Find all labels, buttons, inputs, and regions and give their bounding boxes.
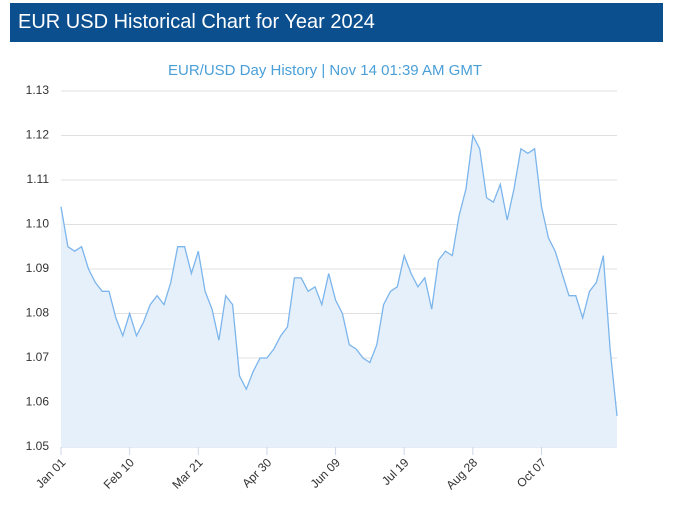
- chart-subtitle: EUR/USD Day History | Nov 14 01:39 AM GM…: [168, 62, 482, 79]
- area-fill: [61, 135, 617, 447]
- x-tick-label: Aug 28: [443, 455, 480, 492]
- y-tick-label: 1.05: [26, 439, 50, 453]
- x-tick-label: Apr 30: [239, 455, 274, 490]
- y-tick-label: 1.11: [27, 172, 50, 186]
- y-tick-label: 1.06: [26, 395, 50, 409]
- x-tick-label: Jan 01: [33, 455, 69, 491]
- y-tick-label: 1.09: [26, 261, 50, 275]
- line: [60, 133, 618, 416]
- y-tick-label: 1.13: [26, 83, 50, 97]
- page-title: EUR USD Historical Chart for Year 2024: [18, 11, 375, 33]
- title-bar: EUR USD Historical Chart for Year 2024: [10, 3, 663, 42]
- x-tick-label: Mar 21: [169, 455, 206, 492]
- y-tick-label: 1.12: [26, 128, 50, 142]
- x-tick-label: Feb 10: [101, 455, 138, 492]
- x-tick-label: Jun 09: [308, 455, 344, 491]
- x-tick-label: Jul 19: [379, 455, 412, 488]
- y-tick-label: 1.07: [26, 350, 50, 364]
- y-tick-label: 1.10: [26, 217, 50, 231]
- y-tick-label: 1.08: [26, 306, 50, 320]
- x-tick-label: Oct 07: [514, 455, 549, 490]
